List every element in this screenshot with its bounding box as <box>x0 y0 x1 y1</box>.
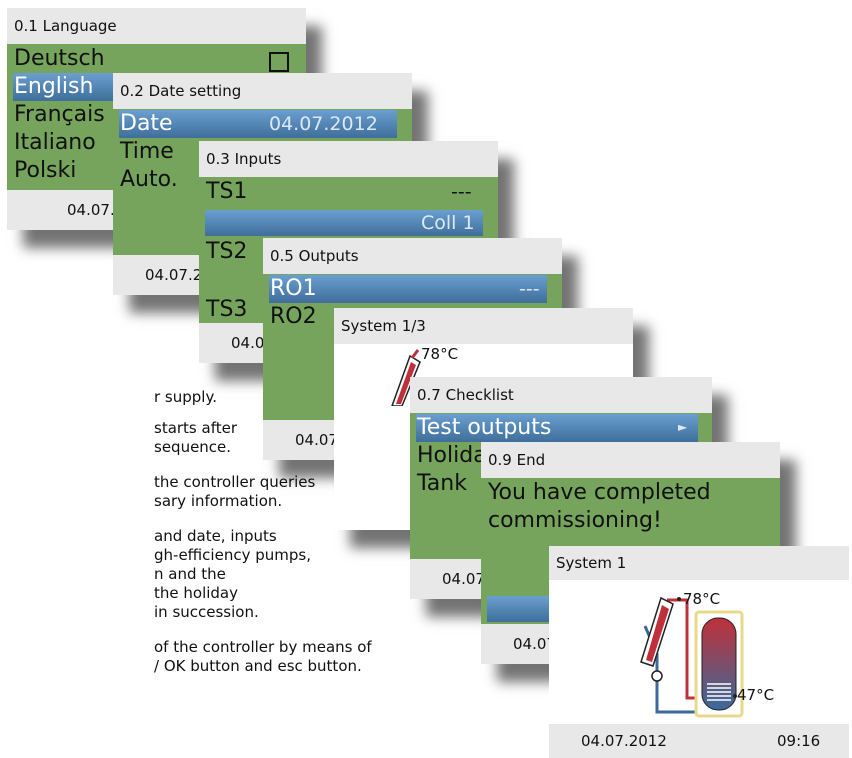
selected-row-highlight <box>119 110 397 138</box>
coll-value: Coll 1 <box>421 212 475 234</box>
solar-system-diagram <box>640 596 744 718</box>
output-ro1[interactable]: RO1 <box>270 276 317 301</box>
selected-row-highlight <box>416 414 698 442</box>
menu-item-tank[interactable]: Tank <box>417 471 467 496</box>
description-line: the controller queries <box>154 473 316 491</box>
screen-title: 0.2 Date setting <box>113 73 412 109</box>
description-line: and date, inputs <box>154 527 277 545</box>
screen-system-1: System 1 78°C 47°C <box>549 546 849 758</box>
description-line: gh-efficiency pumps, <box>154 546 311 564</box>
ts1-value: --- <box>451 181 472 203</box>
description-line: sary information. <box>154 492 283 510</box>
menu-item-polski[interactable]: Polski <box>14 158 77 183</box>
completion-message-line2: commissioning! <box>488 508 662 533</box>
chevron-right-icon: ► <box>678 420 688 434</box>
output-ro2[interactable]: RO2 <box>270 304 317 329</box>
description-line: sequence. <box>154 438 232 456</box>
status-footer: 04.07.2012 09:16 <box>549 724 849 758</box>
collector-temp: 78°C <box>421 345 459 363</box>
ro1-value: --- <box>519 278 540 300</box>
menu-item-date[interactable]: Date <box>120 111 173 136</box>
tank-icon <box>701 617 737 711</box>
screen-title: 0.7 Checklist <box>410 377 712 413</box>
menu-item-test-outputs[interactable]: Test outputs <box>417 415 552 440</box>
menu-item-deutsch[interactable]: Deutsch <box>14 46 105 71</box>
checkbox[interactable] <box>269 52 289 72</box>
description-line: n and the <box>154 565 226 583</box>
selected-row-highlight <box>13 73 118 101</box>
input-ts1[interactable]: TS1 <box>206 179 248 204</box>
menu-item-francais[interactable]: Français <box>14 102 105 127</box>
completion-message-line1: You have completed <box>488 480 711 505</box>
selected-row-highlight <box>269 275 547 303</box>
description-line: in succession. <box>154 603 259 621</box>
menu-item-auto[interactable]: Auto. <box>120 167 178 192</box>
screen-title: 0.3 Inputs <box>199 141 498 177</box>
screen-title: 0.1 Language <box>7 8 306 44</box>
footer-date: 04.07.2012 <box>581 732 667 750</box>
description-line: / OK button and esc button. <box>154 657 362 675</box>
description-line: r supply. <box>154 388 217 406</box>
menu-item-italiano[interactable]: Italiano <box>14 130 96 155</box>
input-ts2[interactable]: TS2 <box>206 239 248 264</box>
collector-graphic <box>391 349 421 406</box>
pump-icon <box>651 670 663 682</box>
screen-title: System 1/3 <box>334 308 633 344</box>
description-line: of the controller by means of <box>154 638 372 656</box>
menu-item-english[interactable]: English <box>14 74 94 99</box>
selected-row-highlight <box>205 210 483 236</box>
description-line: the holiday <box>154 584 238 602</box>
screen-title: 0.9 End <box>481 442 780 478</box>
description-line: starts after <box>154 419 238 437</box>
date-value: 04.07.2012 <box>269 113 378 135</box>
collector-temp: 78°C <box>683 590 721 608</box>
menu-item-time[interactable]: Time <box>120 139 174 164</box>
screen-title: System 1 <box>549 546 849 580</box>
screen-title: 0.5 Outputs <box>263 238 562 274</box>
tank-temp: 47°C <box>737 686 775 704</box>
footer-time: 09:16 <box>777 732 821 750</box>
coil-icon <box>707 683 731 701</box>
input-ts3[interactable]: TS3 <box>206 297 248 322</box>
